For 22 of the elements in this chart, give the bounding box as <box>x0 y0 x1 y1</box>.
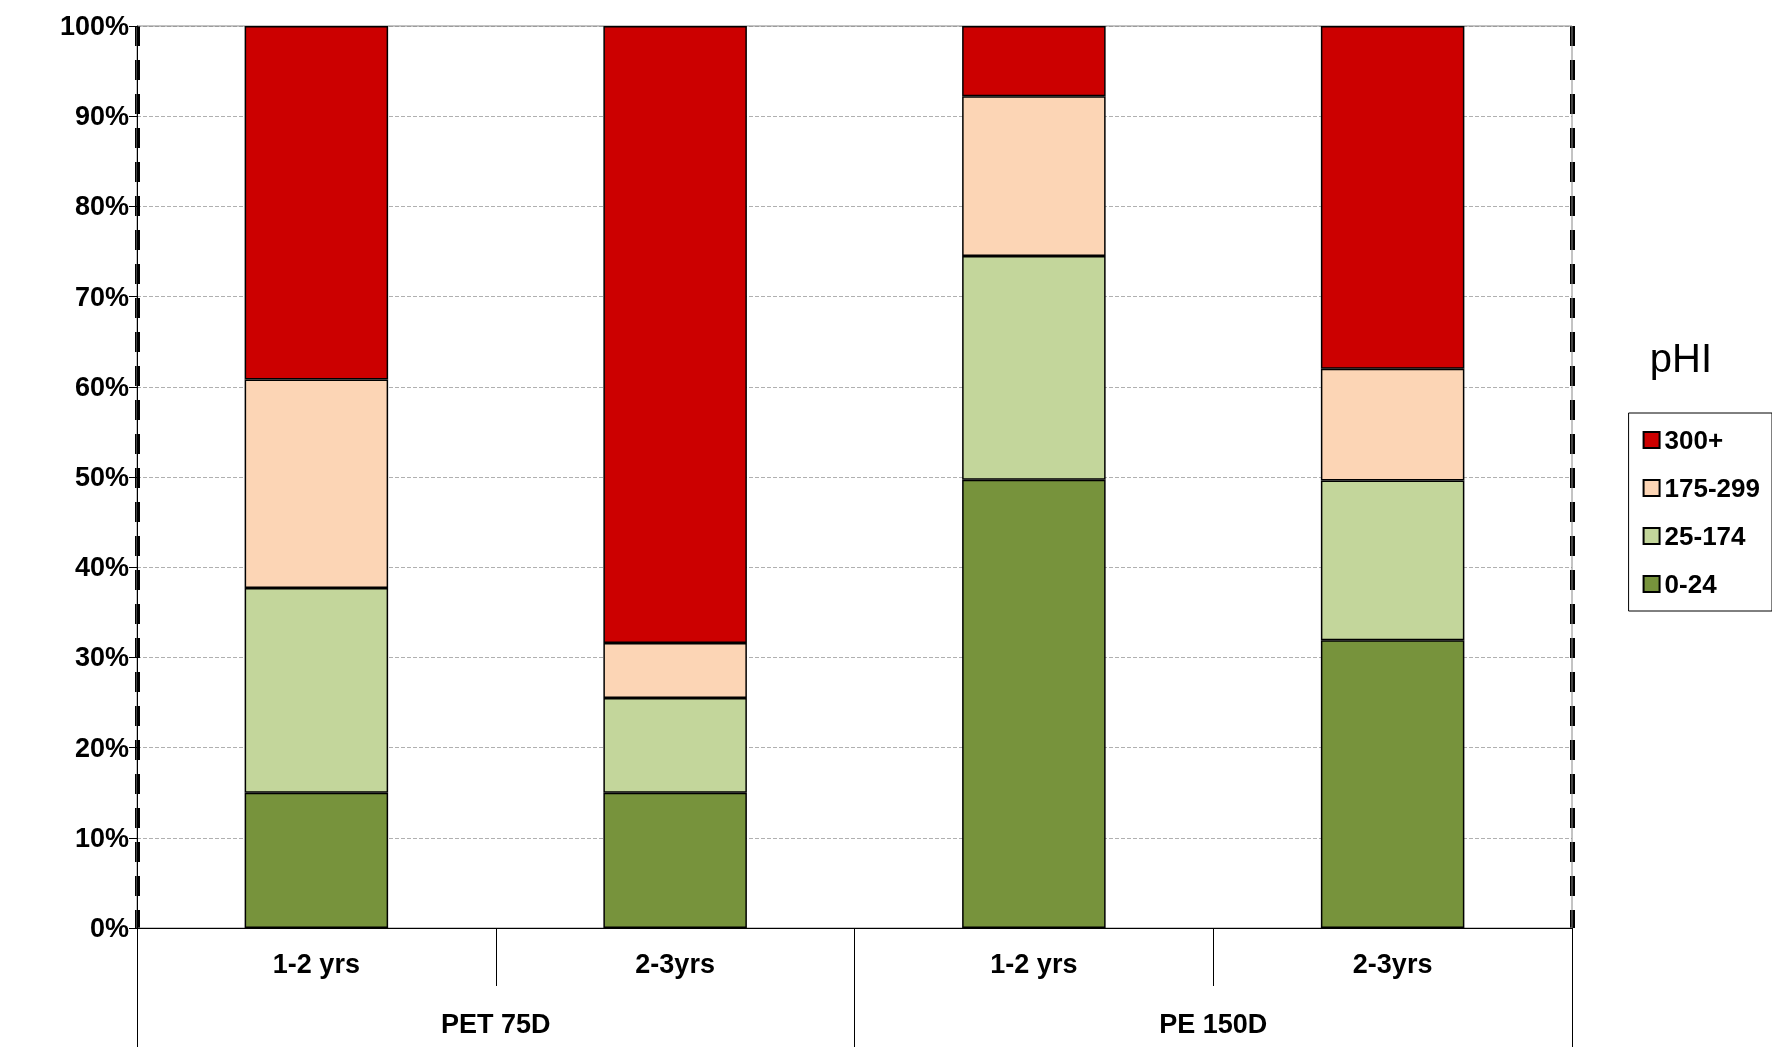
legend-label: 25-174 <box>1664 521 1747 551</box>
legend-title: pHI <box>1649 336 1712 380</box>
y-tick-label: 80% <box>74 191 129 222</box>
y-tick-label: 40% <box>74 552 129 583</box>
y-tick-label: 100% <box>59 11 129 41</box>
y-tick-label: 90% <box>74 101 129 132</box>
x-tick-label: 1-2 yrs <box>990 948 1078 979</box>
y-tick-label: 0% <box>89 913 129 943</box>
legend-label: 175-299 <box>1664 473 1760 503</box>
y-tick-label: 60% <box>74 371 129 402</box>
x-tick-label: 2-3yrs <box>1352 948 1433 979</box>
legend-label: 300+ <box>1664 425 1724 455</box>
text: PET 75D <box>440 1008 551 1039</box>
y-tick-label: 70% <box>74 281 129 312</box>
y-tick-label: 20% <box>74 732 129 763</box>
y-tick-label: 10% <box>74 822 129 853</box>
text: PE 150D <box>1159 1008 1268 1039</box>
legend-label: 0-24 <box>1664 569 1718 599</box>
y-tick-label: 50% <box>74 462 129 492</box>
x-tick-label: 2-3yrs <box>635 948 715 979</box>
x-tick-label: 1-2 yrs <box>272 948 360 979</box>
y-tick-label: 30% <box>74 642 129 673</box>
